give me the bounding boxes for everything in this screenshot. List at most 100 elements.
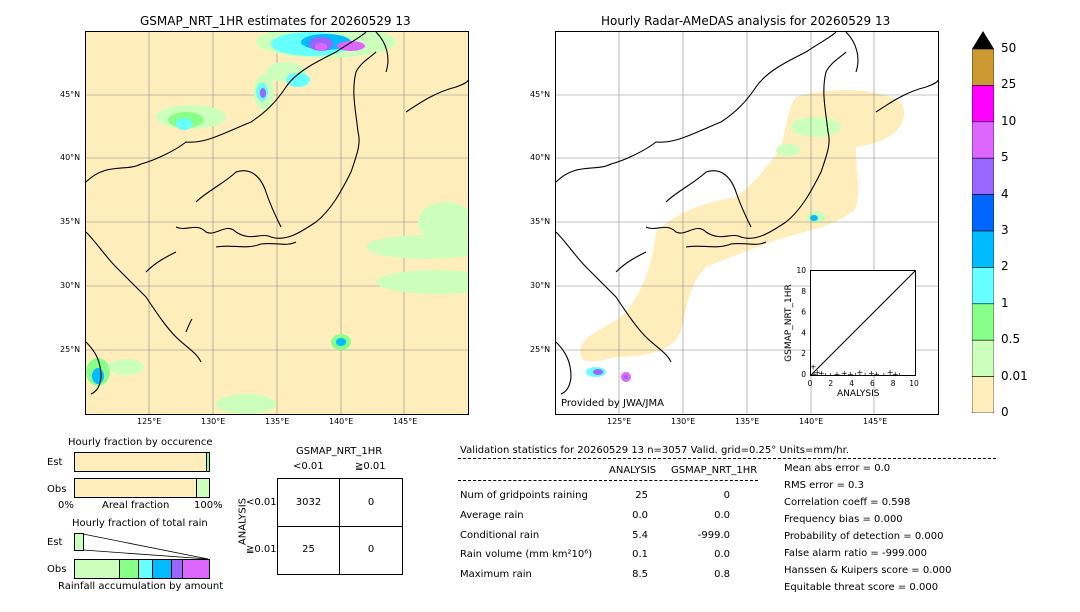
- colorbar-swatch: [971, 48, 995, 86]
- scatter-point: +: [868, 369, 875, 375]
- colorbar-label: 4: [1001, 186, 1009, 201]
- right-lon-label-130: 130°E: [671, 417, 696, 426]
- right-lat-label-30: 30°N: [530, 281, 551, 290]
- scatter-diagonal: [810, 270, 916, 376]
- colorbar-label: 0.01: [1001, 368, 1028, 383]
- colorbar-swatch: [971, 376, 995, 414]
- colorbar-label: 0.5: [1001, 332, 1021, 347]
- stat-row-analysis: 0.0: [632, 510, 648, 521]
- left-lat-label-45: 45°N: [60, 90, 81, 99]
- scatter-xtick-label: 0: [808, 379, 813, 388]
- colorbar-label: 3: [1001, 223, 1009, 237]
- left-map-rain: [86, 32, 468, 414]
- colorbar-swatch: [971, 85, 995, 123]
- scatter-ytick-label: 2: [801, 349, 806, 358]
- colorbar-swatch: [971, 267, 995, 305]
- left-lat-label-35: 35°N: [60, 217, 81, 226]
- right-map-panel: Provided by JWA/JMA: [555, 31, 939, 415]
- stat-row-label: Rain volume (mm km²10⁶): [460, 549, 593, 560]
- stat-row-gsmap: 0.0: [714, 510, 730, 521]
- occurrence-axis-left: 0%: [58, 500, 74, 511]
- left-lat-label-25: 25°N: [60, 345, 81, 354]
- right-lat-label-40: 40°N: [530, 153, 551, 162]
- right-map-coastline: [556, 32, 938, 395]
- contingency-cell-0-1: 0: [367, 497, 375, 508]
- contingency-col-label-0: <0.01: [293, 461, 324, 472]
- colorbar-swatch: [971, 339, 995, 377]
- scatter-ytick-label: 0: [801, 370, 806, 379]
- left-map-title: GSMAP_NRT_1HR estimates for 20260529 13: [140, 14, 411, 28]
- scatter-point: +: [811, 363, 816, 372]
- scatter-xtick-label: 2: [828, 379, 833, 388]
- occurrence-axis-right: 100%: [194, 500, 223, 511]
- right-lon-label-135: 135°E: [735, 417, 760, 426]
- colorbar-label: 0: [1001, 405, 1009, 419]
- left-map-svg: [86, 32, 468, 414]
- scatter-ticks: 00 2 2 4 4 6 6 8 8 10 10: [796, 266, 919, 388]
- left-lon-label-140: 140°E: [329, 417, 354, 426]
- colorbar-label: 2: [1001, 259, 1009, 274]
- validation-col-gsmap: GSMAP_NRT_1HR: [671, 465, 758, 476]
- stat-row-analysis: 5.4: [632, 530, 648, 541]
- colorbar-label: 25: [1001, 77, 1017, 92]
- validation-col-analysis: ANALYSIS: [609, 465, 657, 476]
- scatter-point: +: [834, 370, 841, 375]
- scatter-xlabel: ANALYSIS: [837, 389, 880, 399]
- occurrence-row-obs: Obs: [47, 484, 67, 495]
- scatter-ytick-label: 10: [796, 266, 806, 275]
- stat-row-label: Average rain: [460, 510, 524, 521]
- scatter-ytick-label: 8: [801, 287, 806, 296]
- stat-row-label: Conditional rain: [460, 530, 540, 541]
- right-map-title: Hourly Radar-AMeDAS analysis for 2026052…: [601, 14, 891, 28]
- stat-row-label: Maximum rain: [460, 569, 532, 580]
- score-frequency-bias: Frequency bias = 0.000: [784, 514, 903, 525]
- left-map-panel: [85, 31, 469, 415]
- left-lat-label-40: 40°N: [60, 153, 81, 162]
- colorbar-swatch: [971, 303, 995, 341]
- score-hk: Hanssen & Kuipers score = 0.000: [784, 565, 952, 576]
- contingency-cell-1-1: 0: [367, 544, 375, 555]
- scatter-xtick-label: 6: [870, 379, 875, 388]
- occurrence-title: Hourly fraction by occurence: [68, 437, 213, 448]
- score-mean-abs-error: Mean abs error = 0.0: [784, 463, 891, 474]
- total-rain-bar-est: [74, 533, 84, 551]
- colorbar-label: 50: [1001, 41, 1017, 55]
- right-lat-label-45: 45°N: [530, 90, 551, 99]
- stat-row-analysis: 0.1: [632, 549, 648, 560]
- scatter-point: +: [818, 369, 825, 375]
- scatter-inset: ++++++++++++++++++: [810, 270, 916, 380]
- total-rain-title: Hourly fraction of total rain: [72, 518, 208, 529]
- right-lon-label-125: 125°E: [607, 417, 632, 426]
- score-far: False alarm ratio = -999.000: [784, 548, 927, 559]
- occurrence-row-est: Est: [47, 457, 63, 468]
- right-map-credit: Provided by JWA/JMA: [561, 398, 664, 409]
- scatter-point: +: [873, 370, 880, 375]
- colorbar-swatch: [971, 230, 995, 268]
- right-lon-label-145: 145°E: [863, 417, 888, 426]
- scatter-point: +: [892, 370, 899, 375]
- colorbar-swatch: [971, 194, 995, 232]
- contingency-table: 3032 0 25 0: [277, 478, 403, 575]
- occurrence-bar-est: [74, 452, 210, 472]
- scatter-point: +: [857, 368, 864, 375]
- total-rain-axis-label: Rainfall accumulation by amount: [58, 581, 224, 592]
- score-pod: Probability of detection = 0.000: [784, 531, 944, 542]
- contingency-row-label-1: ≧0.01: [246, 544, 277, 555]
- stat-row-analysis: 25: [635, 490, 648, 501]
- right-map-svg: [556, 32, 938, 414]
- occurrence-axis-mid: Areal fraction: [102, 500, 170, 511]
- stat-row-gsmap: 0.0: [714, 549, 730, 560]
- right-lat-label-25: 25°N: [530, 345, 551, 354]
- right-lat-label-35: 35°N: [530, 217, 551, 226]
- left-lon-label-135: 135°E: [265, 417, 290, 426]
- colorbar-swatch: [971, 121, 995, 159]
- total-rain-connector: [82, 533, 209, 560]
- score-rms-error: RMS error = 0.3: [784, 480, 864, 491]
- validation-divider: [458, 458, 996, 459]
- left-lon-label-125: 125°E: [137, 417, 162, 426]
- scatter-xtick-label: 10: [909, 379, 919, 388]
- total-rain-row-est: Est: [47, 537, 63, 548]
- stat-row-gsmap: 0.8: [714, 569, 730, 580]
- colorbar-label: 5: [1001, 150, 1009, 165]
- score-correlation: Correlation coeff = 0.598: [784, 497, 911, 508]
